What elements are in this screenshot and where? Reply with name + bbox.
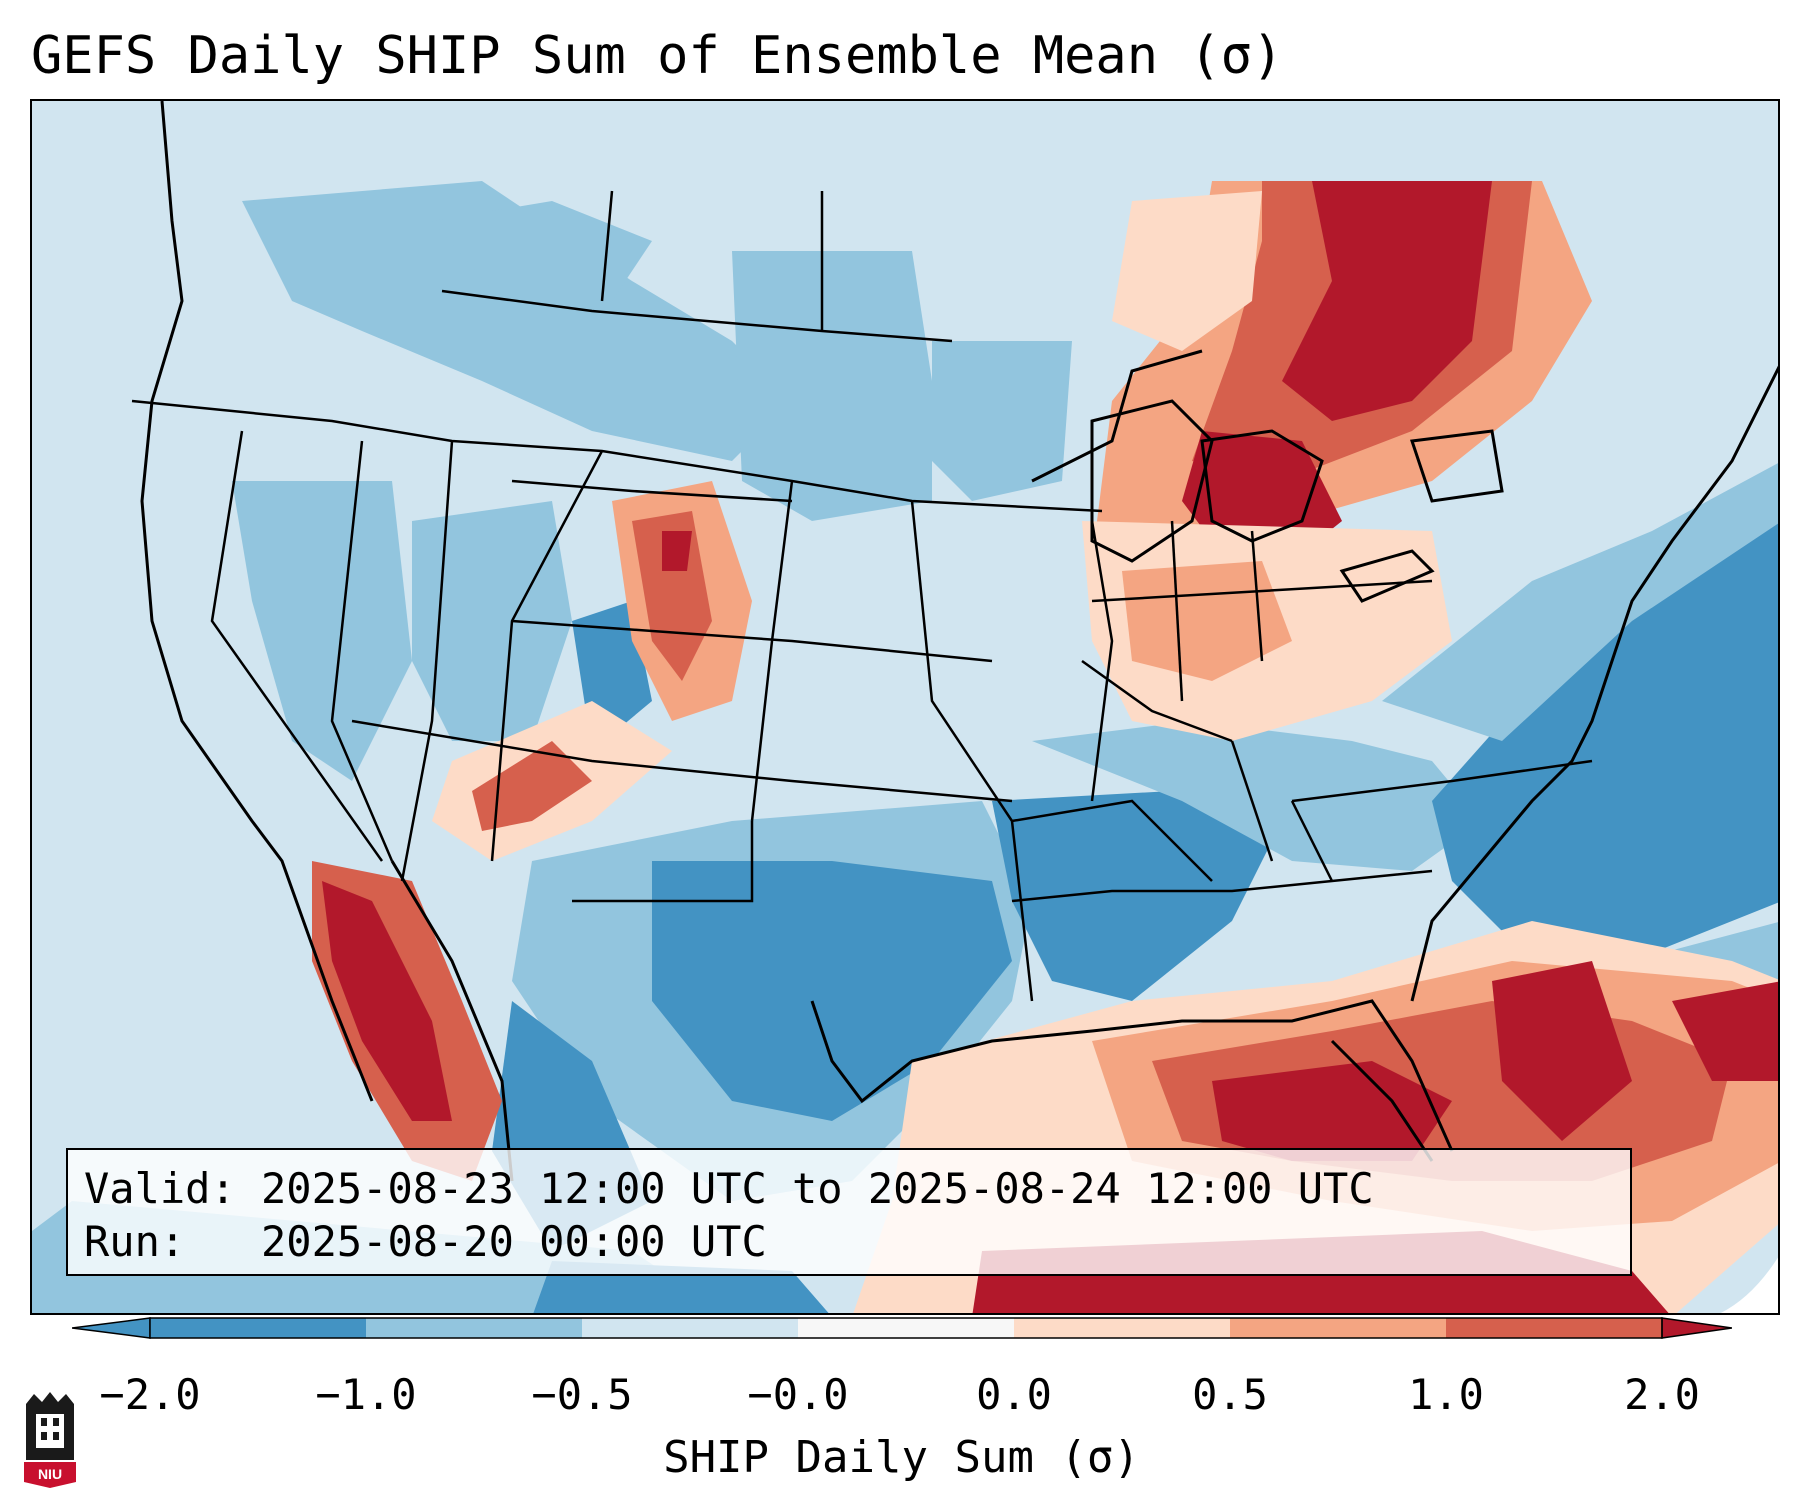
colorbar-bin-5 [1014, 1318, 1230, 1338]
colorbar-tick-label: 0.5 [1192, 1370, 1268, 1419]
coastlines [140, 101, 1778, 1182]
valid-label: Valid: [84, 1164, 236, 1213]
colorbar-under-arrow [72, 1317, 151, 1339]
state-borders [131, 190, 1593, 1002]
info-box: Valid: 2025-08-23 12:00 UTC to 2025-08-2… [66, 1148, 1632, 1276]
colorbar-tick-label: −0.0 [747, 1370, 849, 1419]
map-title: GEFS Daily SHIP Sum of Ensemble Mean (σ) [31, 26, 1284, 86]
anomaly-map [32, 101, 1778, 1313]
valid-value: 2025-08-23 12:00 UTC to 2025-08-24 12:00… [261, 1164, 1374, 1213]
region-atlantic-blue [1432, 503, 1778, 961]
map-panel [30, 99, 1780, 1315]
colorbar-bin-6 [1230, 1318, 1446, 1338]
colorbar-bin-3 [582, 1318, 798, 1338]
niu-logo-text: NIU [38, 1466, 62, 1482]
colorbar-tick-label: −1.0 [315, 1370, 417, 1419]
niu-logo-icon: NIU [24, 1392, 76, 1488]
colorbar-tick-label: −2.0 [99, 1370, 201, 1419]
colorbar-over-arrow [1661, 1317, 1732, 1339]
run-value: 2025-08-20 00:00 UTC [261, 1217, 767, 1266]
colorbar-tick-label: 1.0 [1408, 1370, 1484, 1419]
valid-row: Valid: 2025-08-23 12:00 UTC to 2025-08-2… [84, 1162, 1614, 1215]
colorbar-tick-label: 0.0 [976, 1370, 1052, 1419]
colorbar-bin-1 [150, 1318, 366, 1338]
colorbar [72, 1317, 1732, 1339]
region-south-blue [992, 791, 1292, 1001]
colorbar-tick-label: 2.0 [1624, 1370, 1700, 1419]
run-row: Run: 2025-08-20 00:00 UTC [84, 1215, 1614, 1268]
colorbar-tick-label: −0.5 [531, 1370, 633, 1419]
colorbar-bin-2 [366, 1318, 582, 1338]
colorbar-bin-7 [1446, 1318, 1662, 1338]
region-rockies-blue [412, 501, 572, 741]
region-west-blue [242, 181, 792, 461]
run-label: Run: [84, 1217, 186, 1266]
colorbar-bin-4 [798, 1318, 1014, 1338]
colorbar-label: SHIP Daily Sum (σ) [663, 1432, 1140, 1483]
